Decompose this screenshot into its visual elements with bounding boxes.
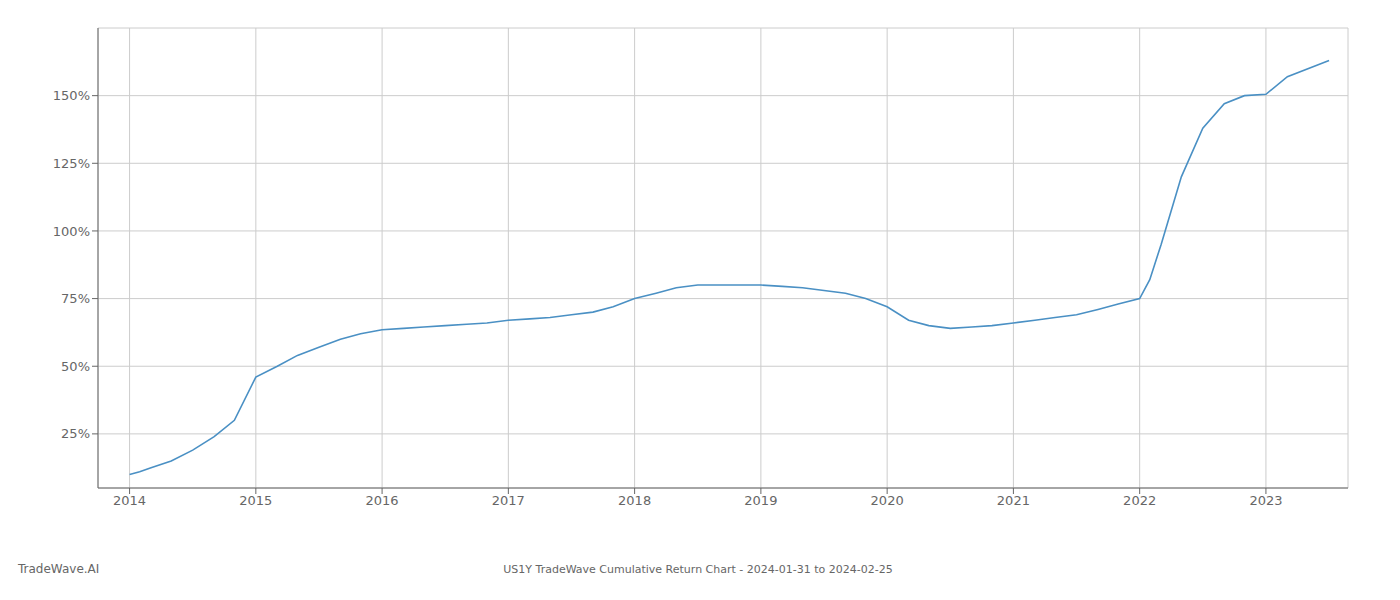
svg-text:2017: 2017 <box>492 493 525 508</box>
svg-text:50%: 50% <box>61 359 90 374</box>
svg-text:2021: 2021 <box>997 493 1030 508</box>
svg-text:2023: 2023 <box>1249 493 1282 508</box>
svg-text:100%: 100% <box>53 224 90 239</box>
svg-text:2018: 2018 <box>618 493 651 508</box>
svg-text:2014: 2014 <box>113 493 146 508</box>
svg-text:2022: 2022 <box>1123 493 1156 508</box>
svg-text:2019: 2019 <box>744 493 777 508</box>
svg-text:25%: 25% <box>61 426 90 441</box>
svg-text:125%: 125% <box>53 156 90 171</box>
svg-text:2015: 2015 <box>239 493 272 508</box>
html-text:US1Y TradeWave Cumulative Retu: US1Y TradeWave Cumulative Return Chart -… <box>503 563 893 576</box>
svg-text:2020: 2020 <box>871 493 904 508</box>
svg-text:2016: 2016 <box>366 493 399 508</box>
svg-text:75%: 75% <box>61 291 90 306</box>
svg-text:150%: 150% <box>53 88 90 103</box>
html-text:TradeWave.AI: TradeWave.AI <box>18 562 100 576</box>
